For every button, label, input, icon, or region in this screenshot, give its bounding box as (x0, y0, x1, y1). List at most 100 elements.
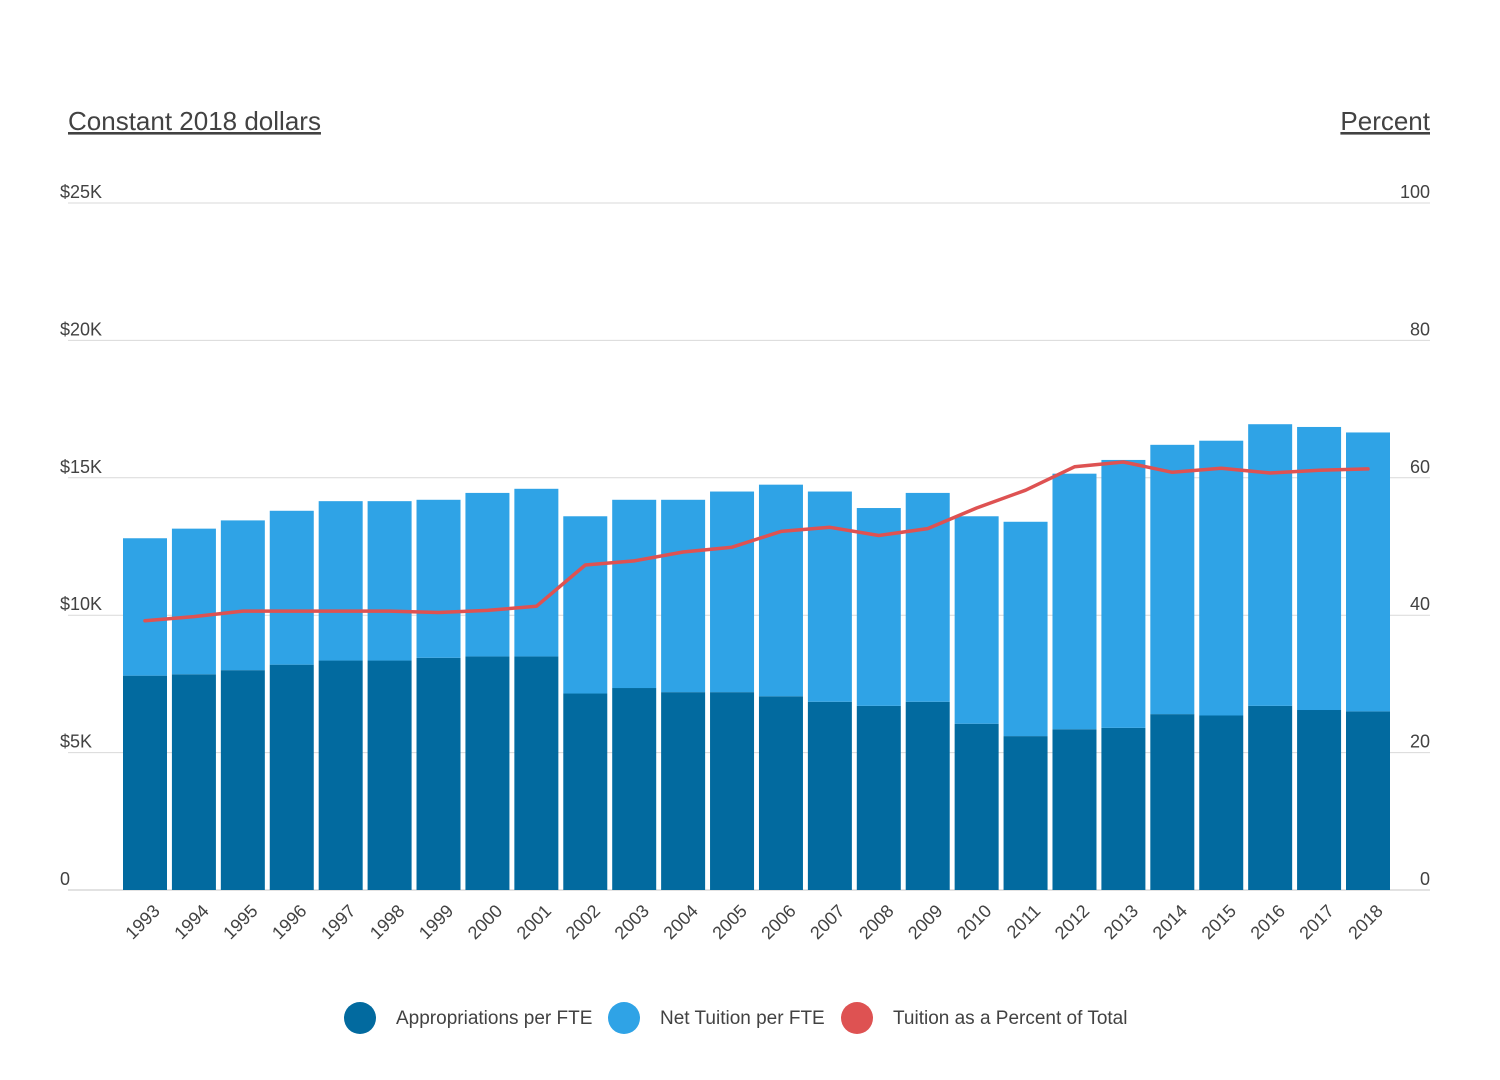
series-line-tuition-percent (143, 460, 1370, 623)
bar-net-tuition-2014 (1150, 444, 1195, 715)
legend-label: Net Tuition per FTE (660, 1008, 825, 1029)
bar-net-tuition-1996 (269, 510, 314, 665)
bar-appropriations-2014 (1150, 714, 1195, 890)
right-tick-label: 0 (1420, 869, 1430, 889)
x-tick-label: 1993 (121, 901, 163, 943)
bar-net-tuition-2001 (514, 488, 559, 657)
x-tick-label: 2007 (806, 901, 848, 943)
right-tick-label: 40 (1410, 594, 1430, 614)
x-tick-label: 2013 (1100, 901, 1142, 943)
x-tick-label: 1994 (170, 901, 212, 943)
bar-net-tuition-2004 (661, 499, 706, 693)
bar-appropriations-1994 (171, 674, 216, 890)
legend: Appropriations per FTE Net Tuition per FT… (344, 1002, 1127, 1034)
bar-net-tuition-2015 (1199, 440, 1244, 716)
x-tick-label: 2015 (1198, 901, 1240, 943)
bar-net-tuition-1998 (367, 501, 412, 661)
bar-net-tuition-2002 (563, 516, 608, 694)
bar-appropriations-2002 (563, 693, 608, 890)
bar-net-tuition-1999 (416, 499, 461, 658)
bar-appropriations-1997 (318, 660, 363, 890)
right-tick-label: 100 (1400, 182, 1430, 202)
x-tick-label: 2010 (953, 901, 995, 943)
right-tick-label: 20 (1410, 732, 1430, 752)
bar-appropriations-2018 (1346, 711, 1390, 890)
bar-net-tuition-2005 (710, 491, 755, 693)
bar-appropriations-1998 (367, 660, 412, 890)
bar-appropriations-2000 (465, 656, 510, 890)
bar-appropriations-2003 (612, 688, 657, 890)
bar-net-tuition-1993 (123, 538, 167, 676)
right-tick-label: 60 (1410, 457, 1430, 477)
bar-appropriations-1995 (220, 670, 265, 890)
bar-appropriations-1999 (416, 657, 461, 890)
legend-swatch (344, 1002, 376, 1034)
bar-appropriations-2013 (1101, 727, 1146, 890)
bar-net-tuition-2013 (1101, 459, 1146, 728)
x-tick-label: 1997 (317, 901, 359, 943)
bar-net-tuition-2010 (954, 516, 999, 724)
bar-net-tuition-1995 (220, 520, 265, 671)
x-tick-label: 2017 (1295, 901, 1337, 943)
bar-appropriations-2012 (1052, 729, 1097, 890)
left-tick-label: 0 (60, 869, 70, 889)
x-tick-label: 1998 (366, 901, 408, 943)
left-tick-label: $20K (60, 319, 102, 339)
x-tick-label: 2016 (1247, 901, 1289, 943)
x-tick-label: 2002 (562, 901, 604, 943)
bar-net-tuition-2003 (612, 499, 657, 689)
bar-appropriations-2004 (661, 692, 706, 890)
x-tick-label: 2004 (659, 901, 701, 943)
bar-appropriations-1996 (269, 664, 314, 890)
bar-net-tuition-1994 (171, 528, 216, 675)
bar-net-tuition-2000 (465, 492, 510, 657)
bar-net-tuition-2016 (1248, 424, 1293, 706)
line-layer (143, 460, 1370, 623)
x-tick-label: 2001 (513, 901, 555, 943)
right-tick-label: 80 (1410, 319, 1430, 339)
x-tick-label: 1995 (219, 901, 261, 943)
left-tick-label: $15K (60, 457, 102, 477)
legend-swatch (608, 1002, 640, 1034)
bar-appropriations-2017 (1297, 710, 1342, 890)
bar-net-tuition-2017 (1297, 426, 1342, 711)
right-axis-title: Percent (1340, 106, 1430, 136)
bar-appropriations-2015 (1199, 715, 1244, 890)
left-axis-title: Constant 2018 dollars (68, 106, 321, 136)
left-tick-label: $10K (60, 594, 102, 614)
x-tick-label: 2000 (464, 901, 506, 943)
legend-label: Tuition as a Percent of Total (893, 1008, 1127, 1029)
bar-net-tuition-2008 (856, 508, 901, 706)
bar-net-tuition-2006 (758, 484, 803, 697)
x-tick-label: 2011 (1003, 901, 1045, 943)
bar-net-tuition-2009 (905, 492, 950, 702)
left-tick-label: $25K (60, 182, 102, 202)
x-tick-label: 2003 (611, 901, 653, 943)
bar-net-tuition-2012 (1052, 473, 1097, 730)
bars-layer (123, 424, 1390, 890)
x-tick-label: 1999 (415, 901, 457, 943)
bar-appropriations-2006 (758, 696, 803, 890)
bar-appropriations-2009 (905, 701, 950, 890)
x-tick-label: 2006 (757, 901, 799, 943)
x-tick-label: 2018 (1344, 901, 1386, 943)
bar-net-tuition-1997 (318, 501, 363, 661)
x-tick-label: 2008 (855, 901, 897, 943)
bar-net-tuition-2018 (1346, 432, 1390, 712)
bar-appropriations-2008 (856, 705, 901, 890)
bar-appropriations-1993 (123, 675, 167, 890)
bar-net-tuition-2007 (807, 491, 852, 702)
bar-appropriations-2016 (1248, 705, 1293, 890)
x-tick-label: 1996 (268, 901, 310, 943)
bar-appropriations-2007 (807, 701, 852, 890)
left-tick-label: $5K (60, 732, 92, 752)
x-tick-label: 2005 (708, 901, 750, 943)
bar-appropriations-2005 (710, 692, 755, 890)
legend-swatch (841, 1002, 873, 1034)
bar-net-tuition-2011 (1003, 521, 1048, 737)
x-tick-label: 2014 (1149, 901, 1191, 943)
legend-label: Appropriations per FTE (396, 1008, 592, 1029)
bar-appropriations-2001 (514, 656, 559, 890)
x-tick-label: 2009 (904, 901, 946, 943)
